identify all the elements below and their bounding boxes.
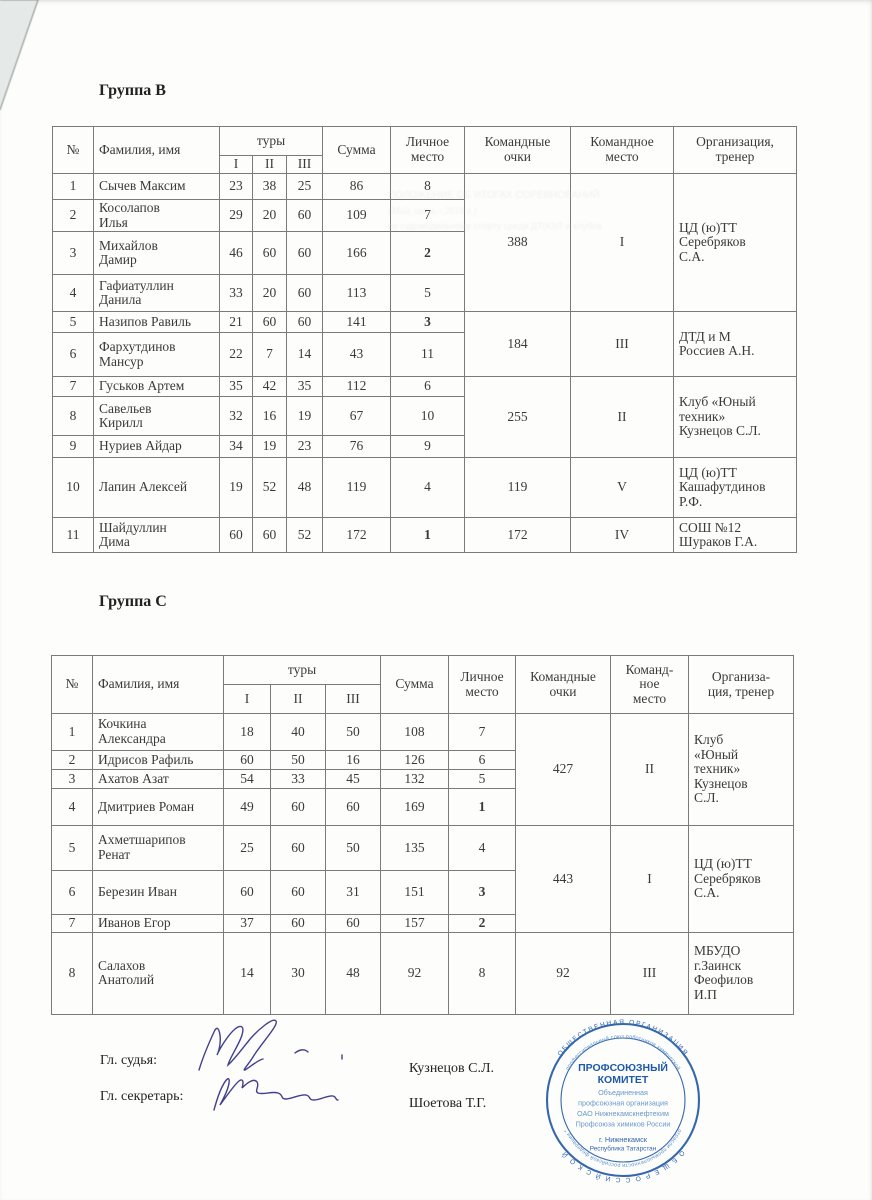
svg-text:профсоюзная организация: профсоюзная организация — [578, 1099, 668, 1108]
svg-text:ОАО Нижнекамскнефтехим: ОАО Нижнекамскнефтехим — [577, 1109, 669, 1118]
svg-text:Профсоюза химиков России: Профсоюза химиков России — [576, 1120, 671, 1129]
svg-text:Республика Татарстан: Республика Татарстан — [590, 1145, 657, 1153]
svg-text:Объединенная: Объединенная — [598, 1088, 648, 1097]
svg-text:КОМИТЕТ: КОМИТЕТ — [598, 1074, 649, 1086]
svg-text:г. Нижнекамск: г. Нижнекамск — [599, 1135, 648, 1144]
svg-text:ПРОФСОЮЗНЫЙ: ПРОФСОЮЗНЫЙ — [578, 1061, 668, 1074]
